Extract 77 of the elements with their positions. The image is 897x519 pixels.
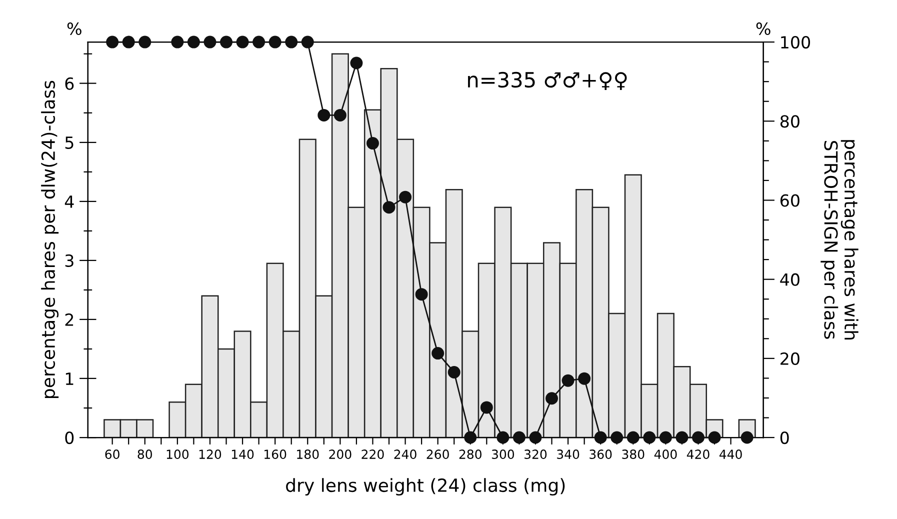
y-axis-title: percentage hares per dlw(24)-class — [41, 80, 59, 398]
y2-tick-label: 60 — [780, 194, 800, 207]
point — [301, 36, 314, 48]
point — [334, 108, 346, 122]
point — [578, 372, 591, 385]
x-axis-title: dry lens weight (24) class (mg) — [286, 478, 565, 496]
point — [204, 36, 216, 48]
point — [106, 36, 119, 48]
x-tick-label: 240 — [394, 450, 416, 459]
text: % — [67, 22, 82, 36]
point — [512, 431, 526, 444]
x-tick-label: 180 — [297, 450, 319, 459]
point — [220, 36, 232, 48]
x-tick-label: 220 — [362, 450, 384, 459]
x-tick-label: 360 — [590, 450, 612, 459]
x-tick-label: 380 — [622, 450, 644, 459]
x-tick-label: 400 — [654, 450, 677, 459]
point — [480, 401, 493, 414]
point — [382, 201, 396, 214]
point — [740, 431, 754, 444]
y-tick-label: 0 — [65, 431, 74, 444]
point — [285, 36, 298, 48]
point — [448, 366, 460, 379]
point — [692, 431, 704, 444]
x-tick-label: 340 — [557, 450, 580, 459]
y-tick-label: 2 — [65, 313, 74, 326]
point — [610, 431, 624, 444]
y2-tick-label: 0 — [780, 431, 789, 444]
x-tick-label: 420 — [686, 450, 710, 459]
y2-axis-title: percentage hares with STROH-SIGN per class — [820, 140, 858, 340]
point — [138, 36, 152, 48]
x-tick-label: 300 — [492, 450, 514, 459]
x-tick-label: 140 — [232, 450, 254, 459]
point — [268, 36, 282, 48]
y2-tick-label: 100 — [781, 36, 810, 49]
text: % — [756, 22, 770, 36]
point — [236, 36, 249, 48]
point — [187, 36, 200, 48]
x-tick-label: 120 — [199, 450, 222, 459]
x-tick-label: 320 — [524, 450, 547, 459]
y-tick-label: 4 — [64, 196, 74, 208]
x-tick-label: 60 — [105, 450, 120, 459]
point — [643, 431, 656, 444]
point — [171, 36, 184, 48]
y-tick-label: 3 — [65, 254, 74, 268]
point — [252, 36, 266, 48]
x-tick-label: 80 — [138, 450, 152, 459]
x-tick-label: 200 — [329, 450, 352, 459]
point — [432, 347, 444, 360]
annotation: n=335 ♂♂+♀♀ — [468, 72, 627, 90]
y-tick-label: 6 — [65, 77, 74, 90]
point — [708, 431, 721, 444]
point — [318, 108, 330, 122]
point — [366, 137, 379, 150]
point — [350, 56, 363, 70]
y2-tick-label: 80 — [780, 115, 800, 128]
x-tick-label: 100 — [166, 450, 189, 459]
y2-tick-label: 20 — [780, 352, 800, 365]
point — [594, 431, 607, 444]
x-tick-label: 440 — [719, 450, 742, 459]
point — [562, 374, 574, 387]
x-tick-label: 260 — [426, 450, 449, 459]
point — [676, 431, 688, 444]
point — [415, 288, 428, 301]
y-tick-label: 1 — [66, 372, 74, 385]
point — [529, 431, 542, 444]
point — [546, 392, 558, 405]
point — [626, 431, 640, 444]
y-tick-label: 5 — [65, 136, 74, 149]
point — [464, 431, 477, 444]
point — [659, 431, 672, 444]
x-tick-label: 280 — [459, 450, 482, 459]
x-tick-label: 160 — [264, 450, 286, 459]
point — [496, 431, 510, 444]
point — [399, 190, 412, 204]
y2-tick-label: 40 — [780, 273, 800, 286]
point — [122, 36, 135, 48]
